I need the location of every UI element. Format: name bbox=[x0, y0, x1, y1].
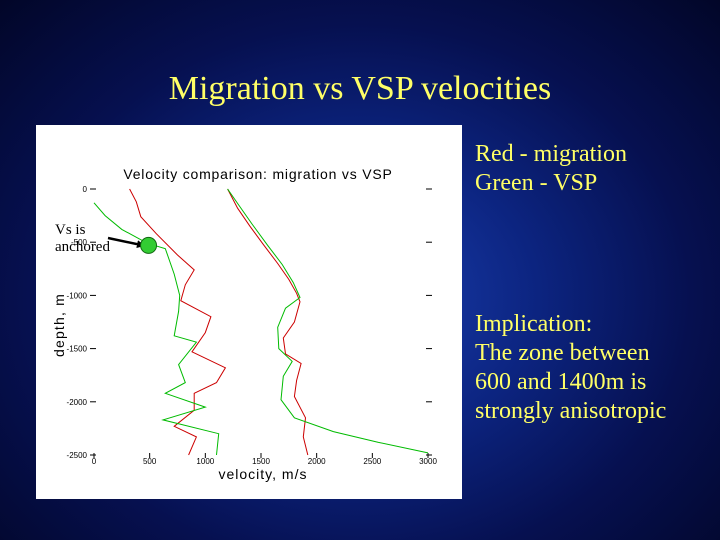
vs-anchored-annotation: Vs is anchored bbox=[55, 222, 110, 256]
chart-axes: 0 -500 -1000 -1500 -2000 -2500 0 500 1000 1500 200… bbox=[67, 185, 438, 466]
x-tick-label: 3000 bbox=[419, 457, 437, 466]
y-tick-label: -2000 bbox=[67, 398, 88, 407]
legend-migration: Red - migration bbox=[475, 141, 627, 167]
x-axis-label: velocity, m/s bbox=[219, 466, 308, 482]
legend-text: Red - migration Green - VSP bbox=[475, 140, 627, 198]
y-tick-label: -1500 bbox=[67, 345, 88, 354]
annotation-arrow bbox=[107, 236, 145, 249]
legend-vsp: Green - VSP bbox=[475, 170, 598, 196]
y-tick-label: -500 bbox=[71, 238, 88, 247]
migration-series-line bbox=[129, 188, 227, 456]
x-tick-label: 500 bbox=[143, 457, 157, 466]
x-tick-label: 2500 bbox=[363, 457, 381, 466]
x-tick-label: 1000 bbox=[196, 457, 214, 466]
anchor-marker bbox=[140, 236, 158, 254]
migration-series-line bbox=[227, 188, 309, 456]
implication-line: The zone between bbox=[475, 340, 650, 366]
y-tick-label: -1000 bbox=[67, 291, 88, 300]
chart-overlay bbox=[107, 236, 158, 254]
y-tick-label: -2500 bbox=[67, 451, 88, 460]
x-tick-label: 2000 bbox=[308, 457, 326, 466]
velocity-chart: Velocity comparison: migration vs VSP ve… bbox=[51, 166, 438, 482]
x-tick-label: 1500 bbox=[252, 457, 270, 466]
annotation-line: Vs is bbox=[55, 222, 86, 238]
implication-text: Implication: The zone between 600 and 14… bbox=[475, 310, 666, 426]
y-tick-label: 0 bbox=[83, 185, 88, 194]
x-tick-label: 0 bbox=[92, 457, 97, 466]
chart-title: Velocity comparison: migration vs VSP bbox=[123, 166, 392, 182]
implication-line: strongly anisotropic bbox=[475, 398, 667, 424]
implication-line: Implication: bbox=[475, 311, 593, 337]
chart-series bbox=[93, 188, 429, 456]
vsp-series-line bbox=[227, 188, 429, 454]
slide-title: Migration vs VSP velocities bbox=[168, 70, 552, 107]
vsp-series-line bbox=[93, 202, 220, 456]
y-axis-label: depth, m bbox=[51, 293, 67, 357]
chart-panel: Velocity comparison: migration vs VSP ve… bbox=[36, 125, 462, 499]
implication-line: 600 and 1400m is bbox=[475, 369, 647, 395]
annotation-line: anchored bbox=[55, 239, 110, 255]
